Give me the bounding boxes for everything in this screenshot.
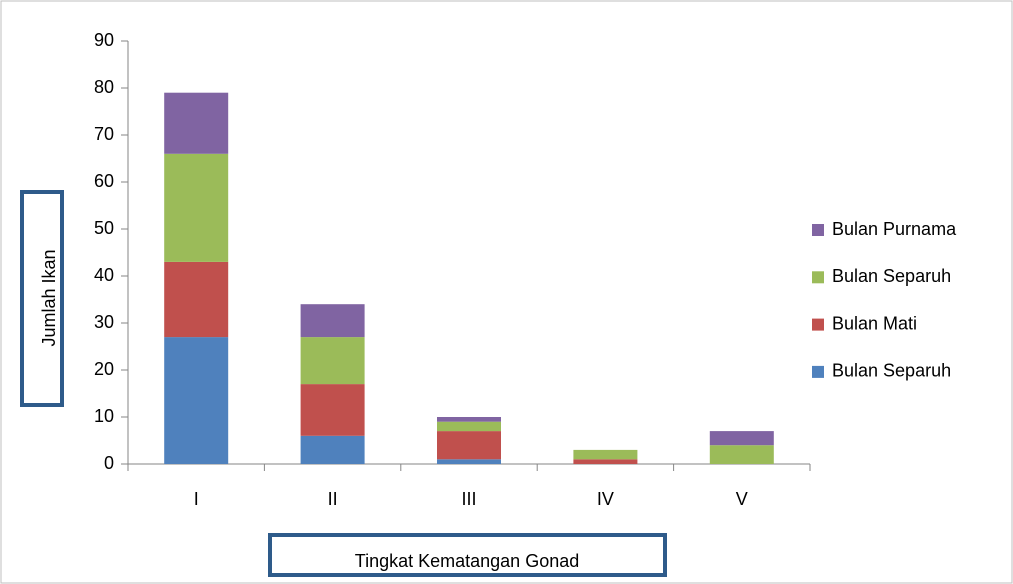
y-tick-label: 50 <box>94 218 114 238</box>
bar-segment <box>573 459 638 464</box>
legend-label: Bulan Purnama <box>832 219 957 239</box>
bar-segment <box>164 153 229 262</box>
x-tick-label: III <box>461 489 476 509</box>
y-tick-label: 0 <box>104 453 114 473</box>
x-tick-label: II <box>328 489 338 509</box>
bar-segment <box>164 261 229 338</box>
bar-segment <box>164 337 229 464</box>
y-tick-label: 20 <box>94 359 114 379</box>
y-label-box <box>20 190 64 407</box>
y-tick-label: 90 <box>94 30 114 50</box>
x-label-box <box>268 533 667 577</box>
bar-segment <box>709 445 774 464</box>
y-tick-label: 30 <box>94 312 114 332</box>
y-tick-label: 40 <box>94 265 114 285</box>
x-tick-label: IV <box>597 489 614 509</box>
y-tick-label: 10 <box>94 406 114 426</box>
legend-label: Bulan Separuh <box>832 266 951 286</box>
bar-segment <box>437 459 501 464</box>
y-tick-label: 80 <box>94 77 114 97</box>
legend-swatch <box>812 365 824 378</box>
x-tick-label: I <box>194 489 199 509</box>
x-axis-label: Tingkat Kematangan Gonad <box>355 551 579 571</box>
bar-segment <box>300 384 365 436</box>
bar-segment <box>437 417 501 422</box>
bar-segment <box>300 337 365 385</box>
legend-label: Bulan Separuh <box>832 361 951 381</box>
legend-swatch <box>812 224 824 236</box>
bar-segment <box>300 435 365 464</box>
y-axis-label: Jumlah Ikan <box>39 249 59 346</box>
bar-segment <box>164 92 229 154</box>
y-tick-label: 60 <box>94 171 114 191</box>
legend-label: Bulan Mati <box>832 313 917 333</box>
bar-segment <box>709 431 774 446</box>
y-tick-label: 70 <box>94 124 114 144</box>
x-tick-label: V <box>736 489 748 509</box>
bar-segment <box>573 449 638 460</box>
legend-swatch <box>812 271 824 284</box>
legend-swatch <box>812 318 824 331</box>
bar-segment <box>437 431 501 460</box>
bar-segment <box>437 421 501 432</box>
bar-segment <box>300 304 365 338</box>
